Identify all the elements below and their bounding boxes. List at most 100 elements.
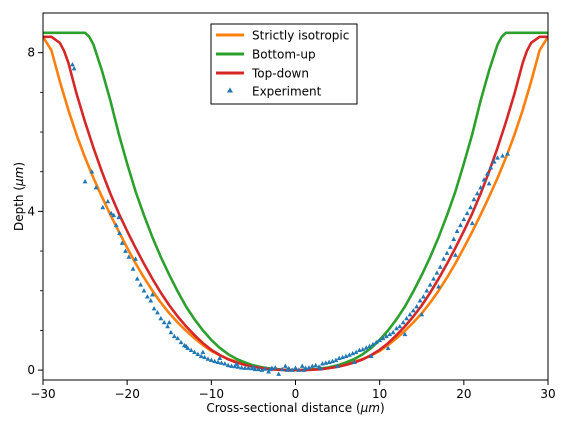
experiment-point — [417, 298, 423, 303]
experiment-point — [212, 358, 218, 364]
experiment-point — [205, 356, 211, 361]
experiment-point — [141, 288, 147, 293]
experiment-point — [219, 360, 224, 365]
experiment-point — [215, 359, 221, 364]
experiment-point — [251, 364, 256, 369]
experiment-point — [239, 365, 245, 370]
experiment-point — [436, 284, 441, 289]
experiment-point — [404, 315, 409, 321]
y-axis-label: Depth (μm) — [12, 162, 26, 231]
experiment-point — [262, 366, 268, 371]
experiment-point — [105, 198, 111, 204]
experiment-point — [293, 365, 298, 370]
experiment-point — [424, 288, 430, 293]
experiment-point — [245, 365, 251, 370]
experiment-point — [421, 294, 426, 299]
experiment-point — [155, 309, 160, 315]
experiment-point — [161, 319, 167, 325]
experiment-point — [363, 345, 369, 350]
x-tick-label: −30 — [30, 387, 55, 401]
experiment-point — [495, 155, 500, 160]
x-tick-label: −20 — [115, 387, 140, 401]
legend-box — [210, 23, 358, 105]
experiment-point — [505, 151, 510, 156]
experiment-point — [82, 179, 88, 184]
experiment-point — [208, 357, 214, 362]
experiment-point — [117, 230, 122, 235]
experiment-point — [266, 369, 271, 374]
experiment-point — [491, 159, 497, 164]
experiment-point — [183, 343, 189, 349]
experiment-point — [468, 204, 473, 210]
experiment-point — [488, 165, 494, 170]
legend-label-bottom-up: Bottom-up — [252, 48, 316, 62]
y-tick-label: 8 — [27, 46, 35, 60]
experiment-point — [178, 339, 184, 345]
experiment-point — [478, 184, 484, 190]
experiment-point — [407, 311, 413, 317]
tick-layer: −30 −20 −10 0 10 20 30 0 4 8 — [27, 46, 555, 401]
y-tick-label: 0 — [27, 363, 35, 377]
experiment-point — [384, 333, 389, 339]
experiment-point — [272, 365, 278, 370]
experiment-point — [301, 367, 307, 372]
experiment-point — [385, 345, 391, 351]
legend-label-experiment: Experiment — [252, 85, 322, 99]
experiment-point — [387, 331, 393, 337]
x-tick-label: 20 — [456, 387, 471, 401]
legend: Strictly isotropic Bottom-up Top-down Ex… — [210, 23, 358, 105]
experiment-point — [481, 177, 487, 182]
experiment-point — [461, 216, 467, 222]
experiment-point — [469, 220, 475, 226]
experiment-point — [474, 190, 480, 196]
experiment-point — [419, 311, 425, 317]
experiment-point — [171, 333, 177, 339]
x-tick-label: 10 — [372, 387, 387, 401]
experiment-point — [123, 248, 128, 253]
experiment-point — [453, 252, 458, 257]
experiment-point — [335, 363, 340, 368]
experiment-point — [352, 359, 357, 364]
experiment-point — [130, 266, 136, 271]
experiment-point — [93, 184, 99, 190]
experiment-point — [144, 294, 150, 299]
experiment-point — [414, 304, 420, 309]
experiment-point — [360, 346, 366, 352]
experiment-point — [188, 347, 194, 353]
experiment-point — [108, 210, 114, 216]
experiment-point — [166, 319, 172, 325]
experiment-point — [158, 315, 164, 321]
experiment-point — [195, 351, 201, 357]
experiment-point — [390, 329, 396, 335]
experiment-point — [343, 353, 349, 358]
experiment-point — [410, 307, 416, 313]
experiment-point — [346, 352, 352, 357]
experiment-point — [333, 357, 339, 362]
x-axis-label: Cross-sectional distance (μm) — [206, 401, 384, 415]
experiment-point — [229, 363, 234, 368]
experiment-point — [340, 354, 346, 360]
experiment-point — [434, 270, 440, 275]
experiment-point — [458, 222, 463, 228]
experiment-point — [441, 256, 447, 261]
experiment-point — [471, 196, 477, 202]
x-tick-label: 0 — [292, 387, 300, 401]
experiment-point — [306, 365, 312, 370]
experiment-point — [70, 61, 75, 67]
experiment-point — [242, 365, 248, 370]
experiment-point — [198, 353, 204, 358]
experiment-point — [350, 350, 356, 356]
experiment-point — [486, 181, 492, 186]
experiment-point — [296, 367, 302, 372]
experiment-point — [394, 325, 399, 331]
experiment-point — [259, 367, 265, 372]
series-line-2 — [43, 35, 548, 372]
experiment-point — [111, 212, 117, 218]
y-tick-label: 4 — [27, 204, 35, 218]
experiment-point — [175, 335, 181, 341]
experiment-point — [370, 341, 376, 347]
experiment-point — [485, 171, 490, 176]
legend-label-isotropic: Strictly isotropic — [252, 29, 349, 43]
experiment-point — [150, 292, 155, 297]
experiment-point — [234, 361, 239, 366]
